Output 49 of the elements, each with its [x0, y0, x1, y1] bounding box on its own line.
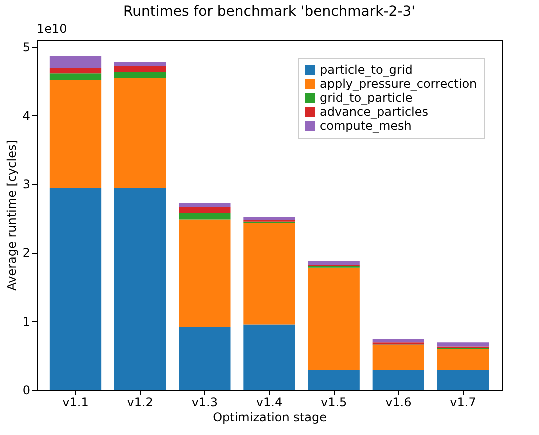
x-tick-label: v1.4 — [256, 396, 283, 410]
bar — [372, 339, 424, 343]
bar — [244, 223, 296, 325]
bar — [114, 66, 166, 72]
bar — [437, 370, 490, 390]
bar — [308, 268, 360, 370]
bar — [114, 62, 166, 66]
bar — [50, 56, 102, 68]
bar — [50, 68, 102, 74]
y-tick-label: 4 — [22, 108, 30, 123]
text: 1e10 — [37, 22, 68, 36]
y-axis-title: Average runtime [cycles] — [4, 140, 19, 291]
legend-label: compute_mesh — [320, 119, 412, 133]
bar — [308, 370, 360, 390]
bar — [179, 207, 231, 213]
legend-label: particle_to_grid — [320, 63, 413, 77]
bar — [179, 220, 231, 328]
bar — [372, 370, 424, 390]
bar — [308, 260, 360, 266]
bar — [244, 217, 296, 220]
x-tick-label: v1.7 — [450, 396, 476, 410]
y-tick-label: 3 — [22, 178, 30, 192]
bar — [114, 72, 166, 78]
x-tick-label: v1.3 — [192, 396, 218, 410]
y-tick-label: 2 — [22, 246, 30, 260]
legend-label: apply_pressure_correction — [320, 77, 478, 91]
bar — [437, 342, 490, 347]
y-tick-label: 5 — [22, 40, 30, 54]
x-tick-label: v1.6 — [386, 396, 412, 410]
legend-label: grid_to_particle — [320, 91, 413, 105]
x-tick-label: v1.1 — [62, 396, 89, 410]
bar — [50, 188, 102, 390]
x-tick-label: v1.5 — [320, 396, 348, 410]
y-tick-label: 0 — [22, 384, 30, 398]
bar — [179, 203, 231, 208]
bar — [244, 324, 296, 390]
bar — [179, 328, 231, 390]
bar — [437, 350, 490, 370]
chart-title: Runtimes for benchmark 'benchmark-2-3' — [123, 4, 416, 20]
x-axis-title: Optimization stage — [213, 410, 327, 424]
bar — [114, 78, 166, 188]
y-tick-label: 1 — [22, 314, 30, 329]
x-tick-label: v1.2 — [127, 396, 154, 410]
bar — [372, 345, 424, 370]
bar — [114, 188, 166, 390]
bar — [50, 80, 102, 188]
bar — [50, 74, 102, 80]
legend-label: advance_particles — [320, 105, 429, 119]
bar — [179, 212, 231, 220]
